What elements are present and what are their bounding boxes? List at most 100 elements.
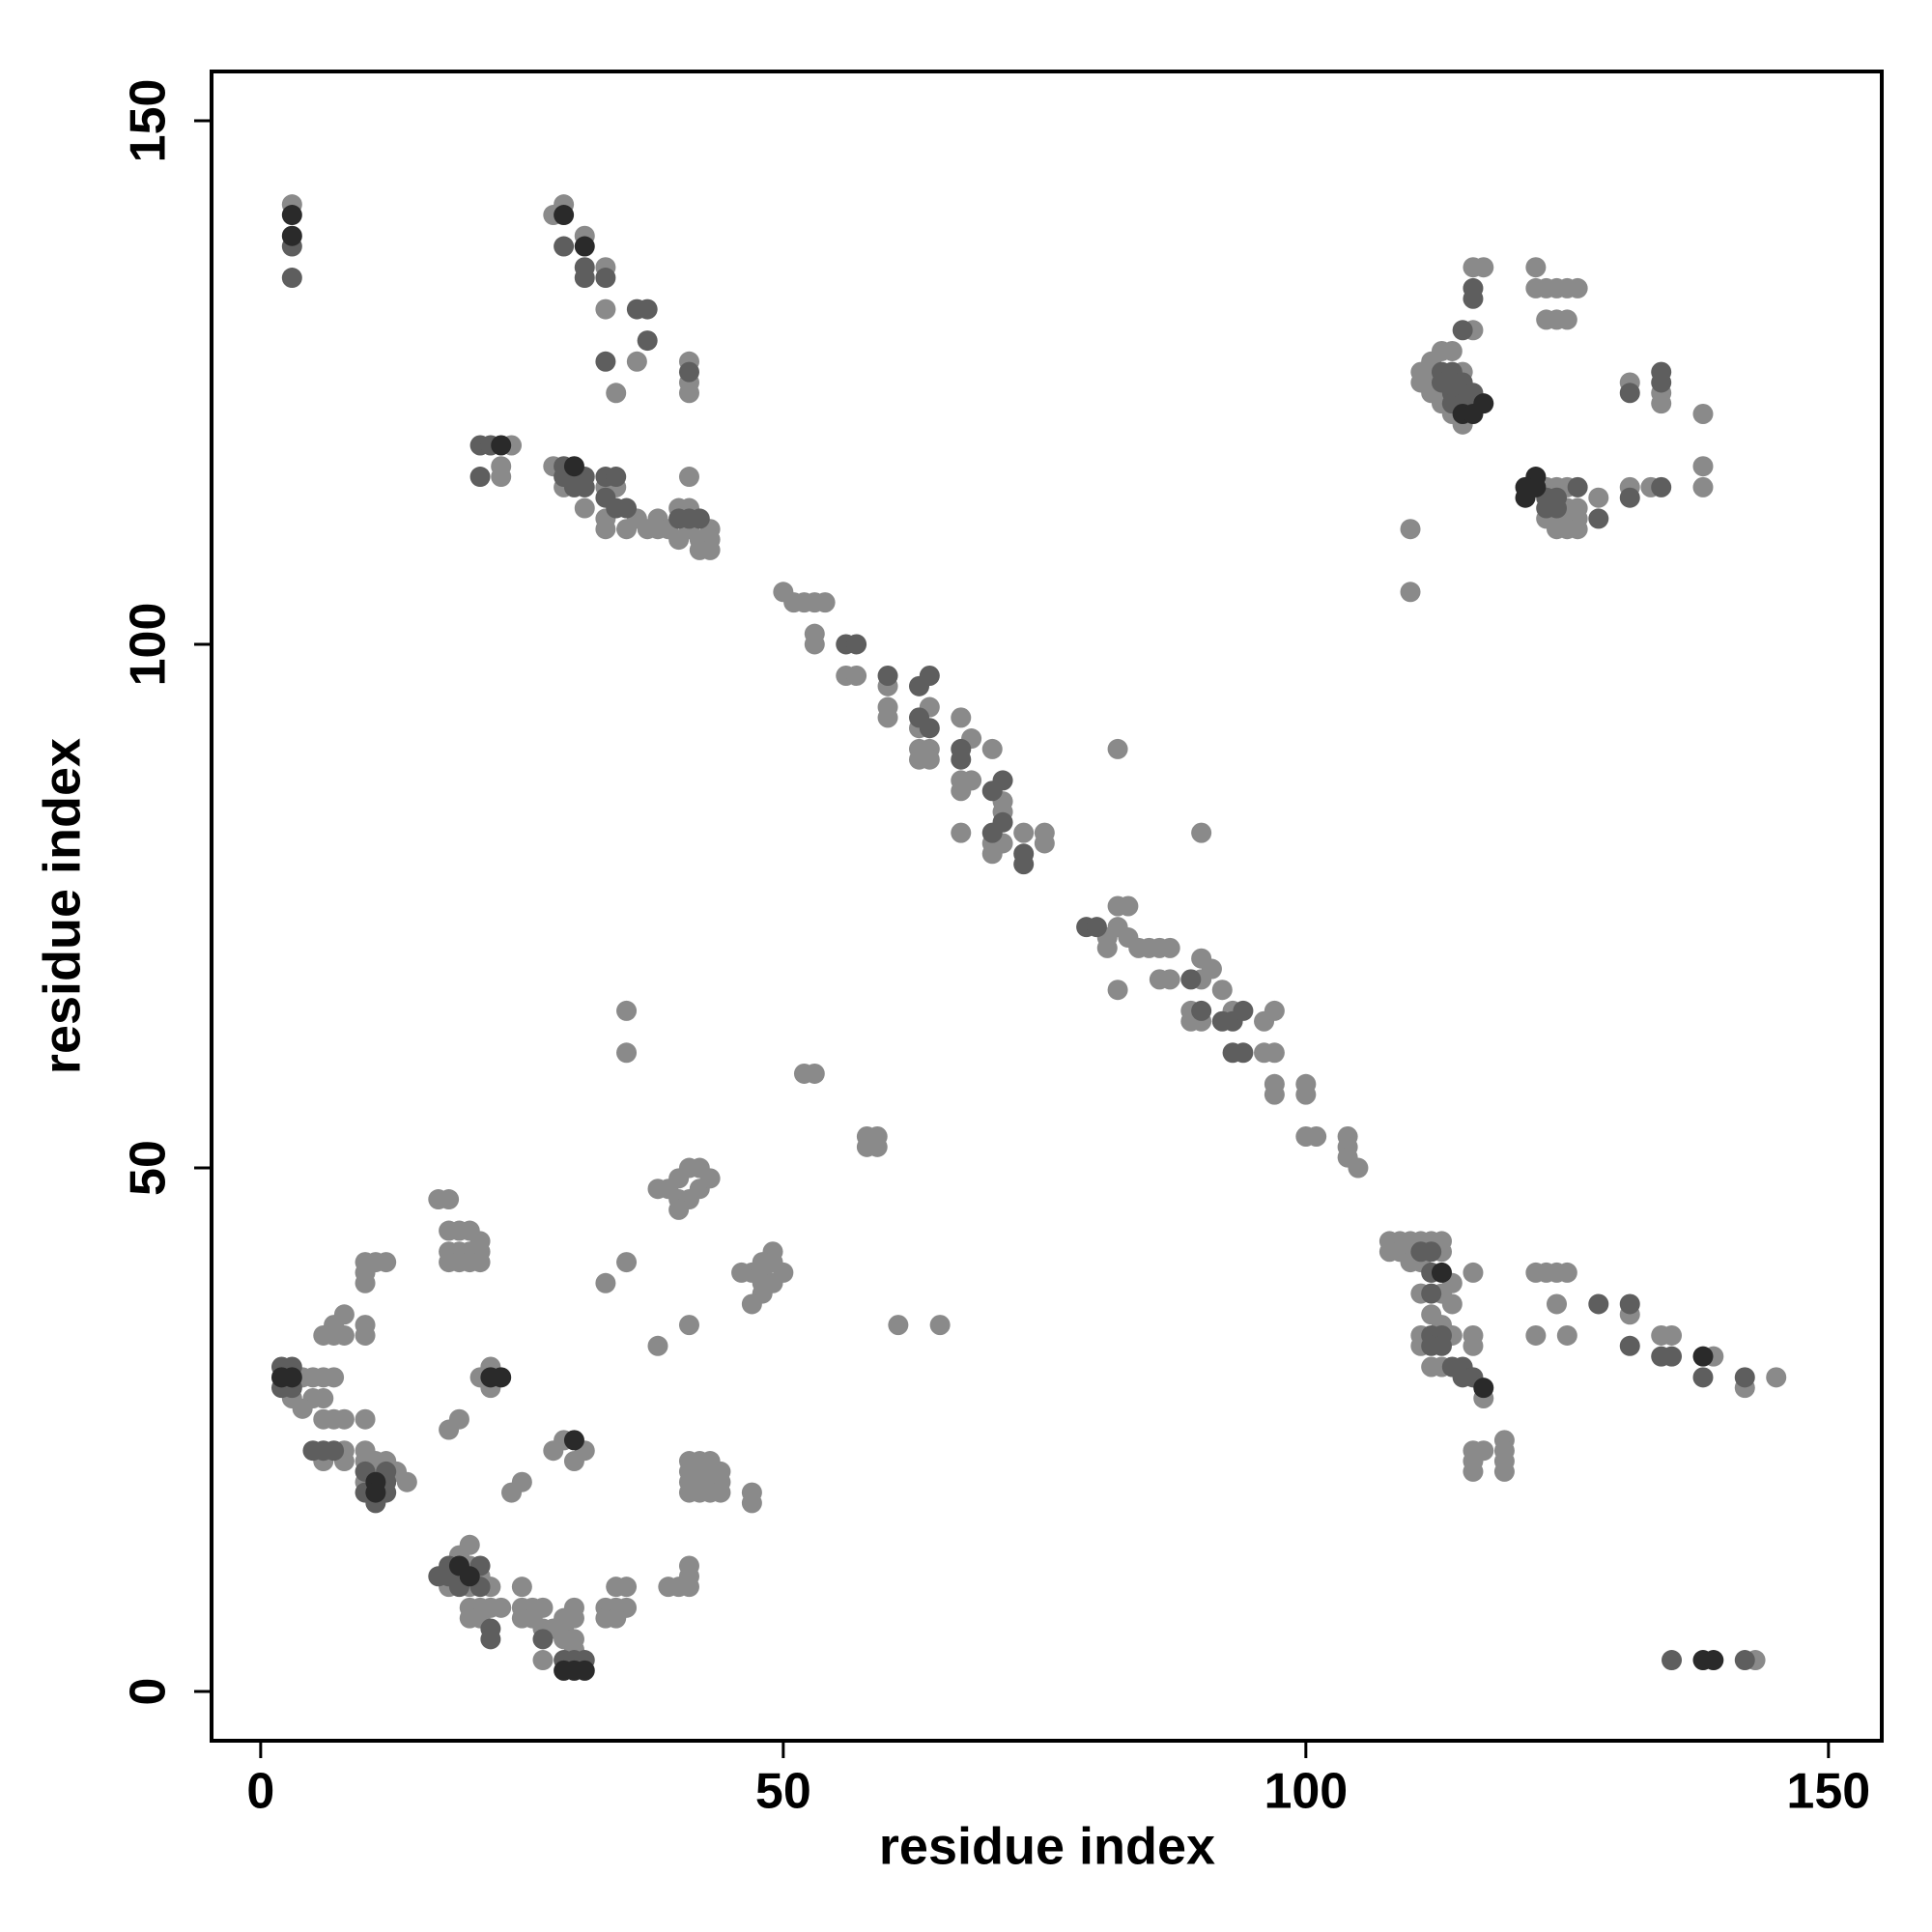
point [1525,257,1547,278]
point [1211,980,1233,1001]
point [1034,833,1055,854]
point [554,205,575,226]
point [1588,487,1609,508]
point [626,351,647,372]
point [951,749,972,770]
point [1463,1262,1484,1283]
point [637,330,658,352]
point [1651,476,1672,497]
point [741,1293,762,1315]
point [595,351,616,372]
point [1588,1293,1609,1315]
point [877,707,898,728]
point [1295,1084,1317,1105]
point [1191,822,1212,843]
point [324,1440,345,1462]
point [574,1660,595,1681]
point [563,1451,584,1472]
point [616,497,638,519]
point [324,1367,345,1388]
point [595,298,616,320]
point [469,467,491,488]
point [1567,277,1588,298]
point [1191,1000,1212,1021]
point [574,476,595,497]
point [1264,1000,1285,1021]
point [951,781,972,802]
point [689,508,710,529]
point [804,1063,825,1084]
point [1306,1125,1327,1147]
point [563,1597,584,1618]
point [1547,497,1568,519]
point [877,666,898,687]
y-tick-label: 0 [121,1678,177,1706]
point [1107,980,1128,1001]
point [480,1629,501,1650]
point [1473,393,1494,414]
point [616,1000,638,1021]
point [448,1408,469,1430]
point [846,666,867,687]
point [1473,1378,1494,1399]
point [1201,958,1222,980]
point [678,383,699,404]
point [1348,1157,1369,1179]
point [1692,1367,1714,1388]
point [355,1272,376,1293]
point [1493,1461,1515,1482]
point [616,1252,638,1273]
x-tick-label: 50 [755,1764,811,1820]
point [574,236,595,257]
point [678,1555,699,1577]
y-axis-title: residue index [33,738,91,1074]
point-group [281,194,1787,1671]
point [1086,917,1107,938]
point [439,1189,460,1210]
point [814,592,836,613]
point [616,1577,638,1598]
point [1159,937,1180,958]
point [951,822,972,843]
point [1441,340,1463,361]
point [532,1597,554,1618]
point [1264,1084,1285,1105]
point [1421,1241,1442,1263]
point [491,435,512,456]
point [281,205,302,226]
point [1651,372,1672,393]
point [1619,1293,1640,1315]
point [606,1607,627,1629]
x-axis-title: residue index [879,1817,1215,1875]
point [459,1534,480,1555]
point [919,749,940,770]
point [804,634,825,655]
x-tick-label: 100 [1264,1764,1348,1820]
point [574,497,595,519]
point [1463,288,1484,309]
point [333,1408,355,1430]
point [1703,1650,1724,1671]
point [1463,1335,1484,1356]
point [333,1324,355,1346]
point [1734,1367,1755,1388]
point [1734,1650,1755,1671]
point [1159,969,1180,990]
point [846,634,867,655]
point [563,456,584,477]
point [1400,519,1421,540]
point [1441,1293,1463,1315]
point [469,1252,491,1273]
point [867,1136,888,1157]
point [448,1555,469,1577]
point [1619,487,1640,508]
y-tick-label: 100 [121,603,177,687]
point [281,225,302,246]
point [668,1199,690,1220]
point [981,738,1003,759]
point-group [270,205,1724,1681]
point [919,666,940,687]
point [1525,1324,1547,1346]
x-tick-label: 150 [1786,1764,1870,1820]
